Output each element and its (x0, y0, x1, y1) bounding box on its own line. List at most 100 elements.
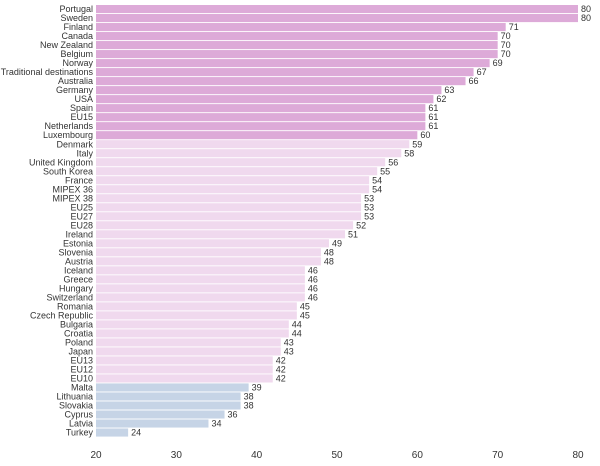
bar-italy (96, 149, 402, 158)
category-label-turkey: Turkey (66, 428, 94, 438)
bar-slovenia (96, 248, 321, 257)
value-label-france: 54 (372, 175, 382, 185)
category-label-denmark: Denmark (56, 139, 93, 149)
value-label-iceland: 46 (308, 265, 318, 275)
value-label-eu25: 53 (364, 202, 374, 212)
category-label-united-kingdom: United Kingdom (29, 157, 93, 167)
bar-eu15 (96, 113, 426, 122)
bar-croatia (96, 329, 289, 338)
value-label-romania: 45 (300, 301, 310, 311)
bar-traditional-destinations (96, 68, 474, 77)
category-label-belgium: Belgium (60, 49, 93, 59)
category-label-malta: Malta (71, 383, 93, 393)
category-label-austria: Austria (65, 256, 93, 266)
bar-eu13 (96, 356, 273, 365)
category-label-germany: Germany (56, 85, 94, 95)
x-tick-label-60: 60 (412, 450, 424, 461)
value-label-eu13: 42 (276, 355, 286, 365)
x-tick-label-20: 20 (90, 450, 102, 461)
bar-mipex-36 (96, 185, 370, 194)
bar-france (96, 176, 370, 185)
bar-latvia (96, 419, 209, 428)
category-label-ireland: Ireland (65, 229, 93, 239)
category-label-luxembourg: Luxembourg (43, 130, 93, 140)
x-tick-label-50: 50 (331, 450, 343, 461)
category-label-south-korea: South Korea (43, 166, 93, 176)
category-label-eu28: EU28 (70, 220, 93, 230)
value-label-slovenia: 48 (324, 247, 334, 257)
category-label-japan: Japan (68, 346, 93, 356)
value-label-czech-republic: 45 (300, 310, 310, 320)
value-label-eu27: 53 (364, 211, 374, 221)
value-label-mipex-38: 53 (364, 193, 374, 203)
bar-bulgaria (96, 320, 289, 329)
bar-poland (96, 338, 281, 347)
category-label-netherlands: Netherlands (44, 121, 93, 131)
value-label-usa: 62 (436, 94, 446, 104)
bar-malta (96, 383, 249, 392)
value-label-south-korea: 55 (380, 166, 390, 176)
value-label-greece: 46 (308, 274, 318, 284)
category-label-eu13: EU13 (70, 355, 93, 365)
x-tick-label-30: 30 (171, 450, 183, 461)
category-label-czech-republic: Czech Republic (30, 310, 94, 320)
bar-norway (96, 59, 490, 68)
category-label-slovakia: Slovakia (59, 401, 93, 411)
bar-estonia (96, 239, 329, 248)
value-label-eu15: 61 (428, 112, 438, 122)
bar-spain (96, 104, 426, 113)
bar-eu27 (96, 212, 362, 221)
bar-eu28 (96, 221, 354, 230)
x-axis-ticks: 20 30 40 50 60 70 80 (90, 450, 584, 461)
bar-finland (96, 23, 506, 32)
bar-luxembourg (96, 131, 418, 140)
value-label-eu12: 42 (276, 365, 286, 375)
category-label-eu15: EU15 (70, 112, 93, 122)
bar-ireland (96, 230, 346, 239)
bar-germany (96, 86, 442, 95)
bar-hungary (96, 284, 305, 293)
bar-slovakia (96, 401, 241, 410)
value-label-turkey: 24 (131, 428, 141, 438)
category-label-new-zealand: New Zealand (40, 40, 93, 50)
category-label-bulgaria: Bulgaria (60, 319, 93, 329)
bar-eu12 (96, 365, 273, 374)
value-label-luxembourg: 60 (420, 130, 430, 140)
bar-portugal (96, 5, 578, 14)
bar-iceland (96, 266, 305, 275)
value-label-mipex-36: 54 (372, 184, 382, 194)
value-label-norway: 69 (493, 58, 503, 68)
category-label-croatia: Croatia (64, 328, 93, 338)
bar-austria (96, 257, 321, 266)
value-label-croatia: 44 (292, 328, 302, 338)
category-label-greece: Greece (63, 274, 93, 284)
x-tick-label-40: 40 (251, 450, 263, 461)
bar-belgium (96, 50, 498, 59)
value-label-lithuania: 38 (244, 392, 254, 402)
category-label-slovenia: Slovenia (58, 247, 93, 257)
category-label-sweden: Sweden (60, 13, 93, 23)
category-label-switzerland: Switzerland (46, 292, 93, 302)
category-label-latvia: Latvia (69, 419, 93, 429)
value-label-poland: 43 (284, 337, 294, 347)
value-label-malta: 39 (252, 383, 262, 393)
category-label-eu10: EU10 (70, 374, 93, 384)
category-label-cyprus: Cyprus (64, 410, 93, 420)
bar-south-korea (96, 167, 378, 176)
bar-usa (96, 95, 434, 104)
value-label-slovakia: 38 (244, 401, 254, 411)
value-label-traditional-destinations: 67 (477, 67, 487, 77)
bar-mipex-38 (96, 194, 362, 203)
category-label-eu25: EU25 (70, 202, 93, 212)
bar-denmark (96, 140, 410, 149)
category-label-iceland: Iceland (64, 265, 93, 275)
value-label-denmark: 59 (412, 139, 422, 149)
category-label-mipex-36: MIPEX 36 (52, 184, 93, 194)
value-label-netherlands: 61 (428, 121, 438, 131)
category-label-france: France (65, 175, 93, 185)
value-label-latvia: 34 (211, 419, 221, 429)
value-label-australia: 66 (469, 76, 479, 86)
category-label-eu12: EU12 (70, 365, 93, 375)
